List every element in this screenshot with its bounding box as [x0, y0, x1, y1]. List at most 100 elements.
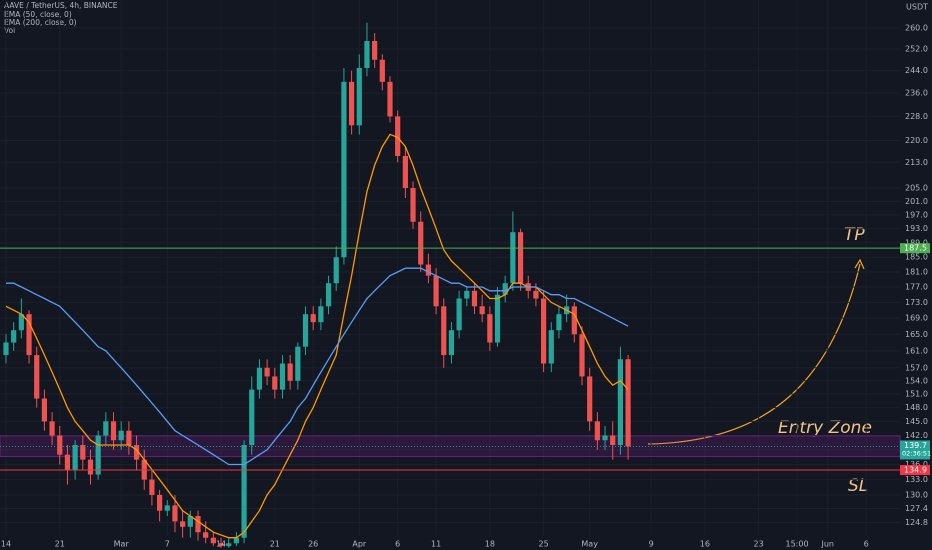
candle-body: [264, 367, 270, 377]
candle-body: [87, 459, 94, 475]
candle-body: [149, 479, 155, 495]
candle-body: [356, 67, 362, 126]
y-tick-label: 151.0: [905, 390, 928, 399]
y-tick-label: 201.0: [905, 197, 928, 206]
candle-body: [172, 505, 178, 522]
x-tick-label: 7: [165, 540, 170, 549]
y-tick-label: 244.0: [905, 66, 928, 75]
candle-body: [464, 290, 470, 299]
y-tick-label: 181.0: [905, 267, 928, 276]
y-tick-label: 130.0: [905, 490, 928, 499]
candle-body: [295, 346, 301, 381]
candle-body: [195, 516, 201, 533]
x-tick-label: 15:00: [786, 540, 809, 549]
x-tick-label: 14: [216, 540, 226, 549]
candle-body: [571, 306, 577, 335]
candle-body: [410, 188, 416, 222]
y-tick-label: 185.0: [905, 253, 928, 262]
candle-body: [541, 298, 547, 364]
candle-body: [548, 330, 554, 364]
candle-body: [556, 314, 562, 331]
candle-body: [325, 283, 332, 307]
x-tick-label: 25: [539, 540, 549, 549]
candle-body: [126, 430, 132, 446]
grid: [0, 0, 900, 535]
candle-body: [502, 283, 508, 295]
candle-body: [579, 334, 585, 377]
candle-body: [448, 330, 455, 356]
candle-body: [310, 314, 316, 323]
candle-body: [517, 232, 524, 284]
x-tick-label: 26: [308, 540, 318, 549]
candle-body: [333, 257, 339, 284]
candle-body: [72, 445, 78, 470]
y-tick-label: 145.0: [905, 417, 928, 426]
candle-body: [533, 290, 539, 299]
candle-body: [57, 435, 63, 455]
candle-body: [218, 543, 224, 547]
y-tick-label: 213.0: [905, 158, 928, 167]
candle-body: [11, 330, 17, 343]
candle-body: [233, 537, 239, 544]
legend-ema200: EMA (200, close, 0): [4, 18, 77, 27]
candle-body: [402, 155, 408, 189]
x-tick-label: Mar: [114, 540, 130, 549]
candle-body: [341, 81, 347, 258]
candle-body: [110, 421, 117, 441]
y-tick-label: 161.0: [905, 346, 928, 355]
candle-body: [349, 81, 355, 126]
candle-body: [256, 367, 263, 390]
candle-body: [241, 445, 247, 538]
y-tick-label: 220.0: [905, 136, 928, 145]
candle-body: [418, 221, 424, 265]
ema-line: [6, 267, 629, 466]
candle-body: [249, 389, 255, 446]
candle-body: [302, 314, 309, 347]
last-price-label: 139.7: [904, 441, 927, 450]
tp-annotation: TP: [844, 225, 865, 245]
x-tick-label: 11: [431, 540, 441, 549]
candle-body: [18, 314, 24, 331]
y-tick-label: 177.0: [905, 283, 928, 292]
candle-body: [157, 494, 163, 511]
x-tick-label: 23: [754, 540, 764, 549]
y-tick-label: 193.0: [905, 224, 928, 233]
ema-lines: [5, 133, 629, 539]
candle-body: [49, 421, 55, 436]
candle-body: [479, 306, 485, 315]
candle-body: [164, 505, 170, 511]
last-price-tag: [900, 440, 930, 460]
y-tick-label: 148.0: [905, 403, 928, 412]
candle-body: [210, 537, 216, 544]
y-tick-label: 142.0: [905, 431, 928, 440]
candle-body: [433, 275, 439, 307]
y-tick-label: 136.0: [905, 460, 928, 469]
legend-ema50: EMA (50, close, 0): [4, 10, 72, 19]
price-tag: [900, 243, 930, 254]
y-tick-label: 173.0: [905, 298, 928, 307]
candle-body: [64, 454, 71, 470]
candle-body: [487, 314, 493, 343]
candle-body: [395, 116, 401, 156]
y-tick-label: 165.0: [905, 330, 928, 339]
candle-body: [471, 290, 478, 307]
y-tick-label: 127.4: [905, 504, 928, 513]
y-tick-label: 169.0: [905, 314, 928, 323]
x-tick-label: Jun: [821, 540, 835, 549]
y-tick-label: 189.0: [905, 238, 928, 247]
y-tick-label: 252.0: [905, 44, 928, 53]
candle-body: [226, 543, 232, 547]
candle-body: [594, 421, 600, 441]
price-tag: [900, 465, 930, 476]
candle-body: [587, 376, 593, 422]
x-tick-label: May: [581, 540, 598, 549]
x-tick-label: 9: [649, 540, 654, 549]
candle-body: [80, 445, 86, 460]
x-tick-label: 6: [864, 540, 869, 549]
y-tick-label: 236.0: [905, 89, 928, 98]
candle-body: [625, 359, 631, 447]
price-tag-label: 134.9: [904, 466, 927, 475]
arrow: [647, 263, 861, 445]
candle-body: [203, 532, 209, 538]
